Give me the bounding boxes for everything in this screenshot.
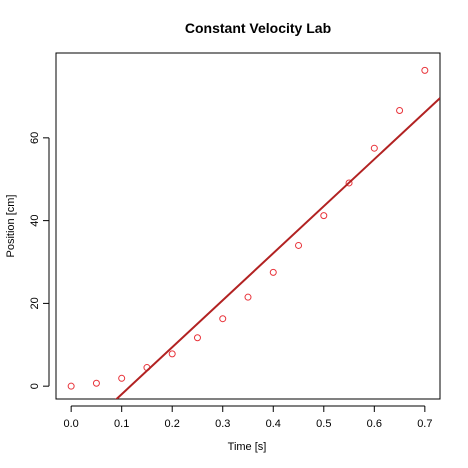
x-tick-label: 0.5	[316, 418, 331, 430]
plot-content	[67, 66, 440, 399]
x-tick-label: 0.7	[417, 418, 432, 430]
data-point	[118, 374, 126, 382]
x-tick-label: 0.1	[114, 418, 129, 430]
y-tick-label: 60	[29, 132, 41, 144]
plot-area-frame	[55, 52, 441, 400]
y-tick-label: 40	[29, 214, 41, 226]
x-tick-label: 0.6	[367, 418, 382, 430]
y-tick-label: 20	[29, 297, 41, 309]
fit-line	[115, 97, 440, 399]
y-tick-label: 0	[29, 383, 41, 389]
data-point	[219, 315, 227, 323]
x-tick-label: 0.2	[165, 418, 180, 430]
y-axis-label: Position [cm]	[5, 195, 17, 258]
x-tick-label: 0.0	[64, 418, 79, 430]
data-point	[168, 350, 176, 358]
chart-title: Constant Velocity Lab	[185, 20, 331, 36]
data-point	[67, 382, 75, 390]
data-point	[370, 144, 378, 152]
data-point	[193, 334, 201, 342]
y-axis: 0 20 40 60	[29, 132, 50, 389]
data-point	[396, 107, 404, 115]
data-point	[92, 379, 100, 387]
x-axis-label: Time [s]	[228, 441, 267, 453]
data-point	[320, 212, 328, 220]
x-axis: 0.0 0.1 0.2 0.3 0.4 0.5 0.6 0.7	[64, 405, 432, 430]
x-tick-label: 0.3	[215, 418, 230, 430]
data-point	[295, 241, 303, 249]
data-point	[345, 179, 353, 187]
x-tick-label: 0.4	[266, 418, 281, 430]
data-point	[244, 293, 252, 301]
data-point	[421, 66, 429, 74]
data-point	[269, 268, 277, 276]
